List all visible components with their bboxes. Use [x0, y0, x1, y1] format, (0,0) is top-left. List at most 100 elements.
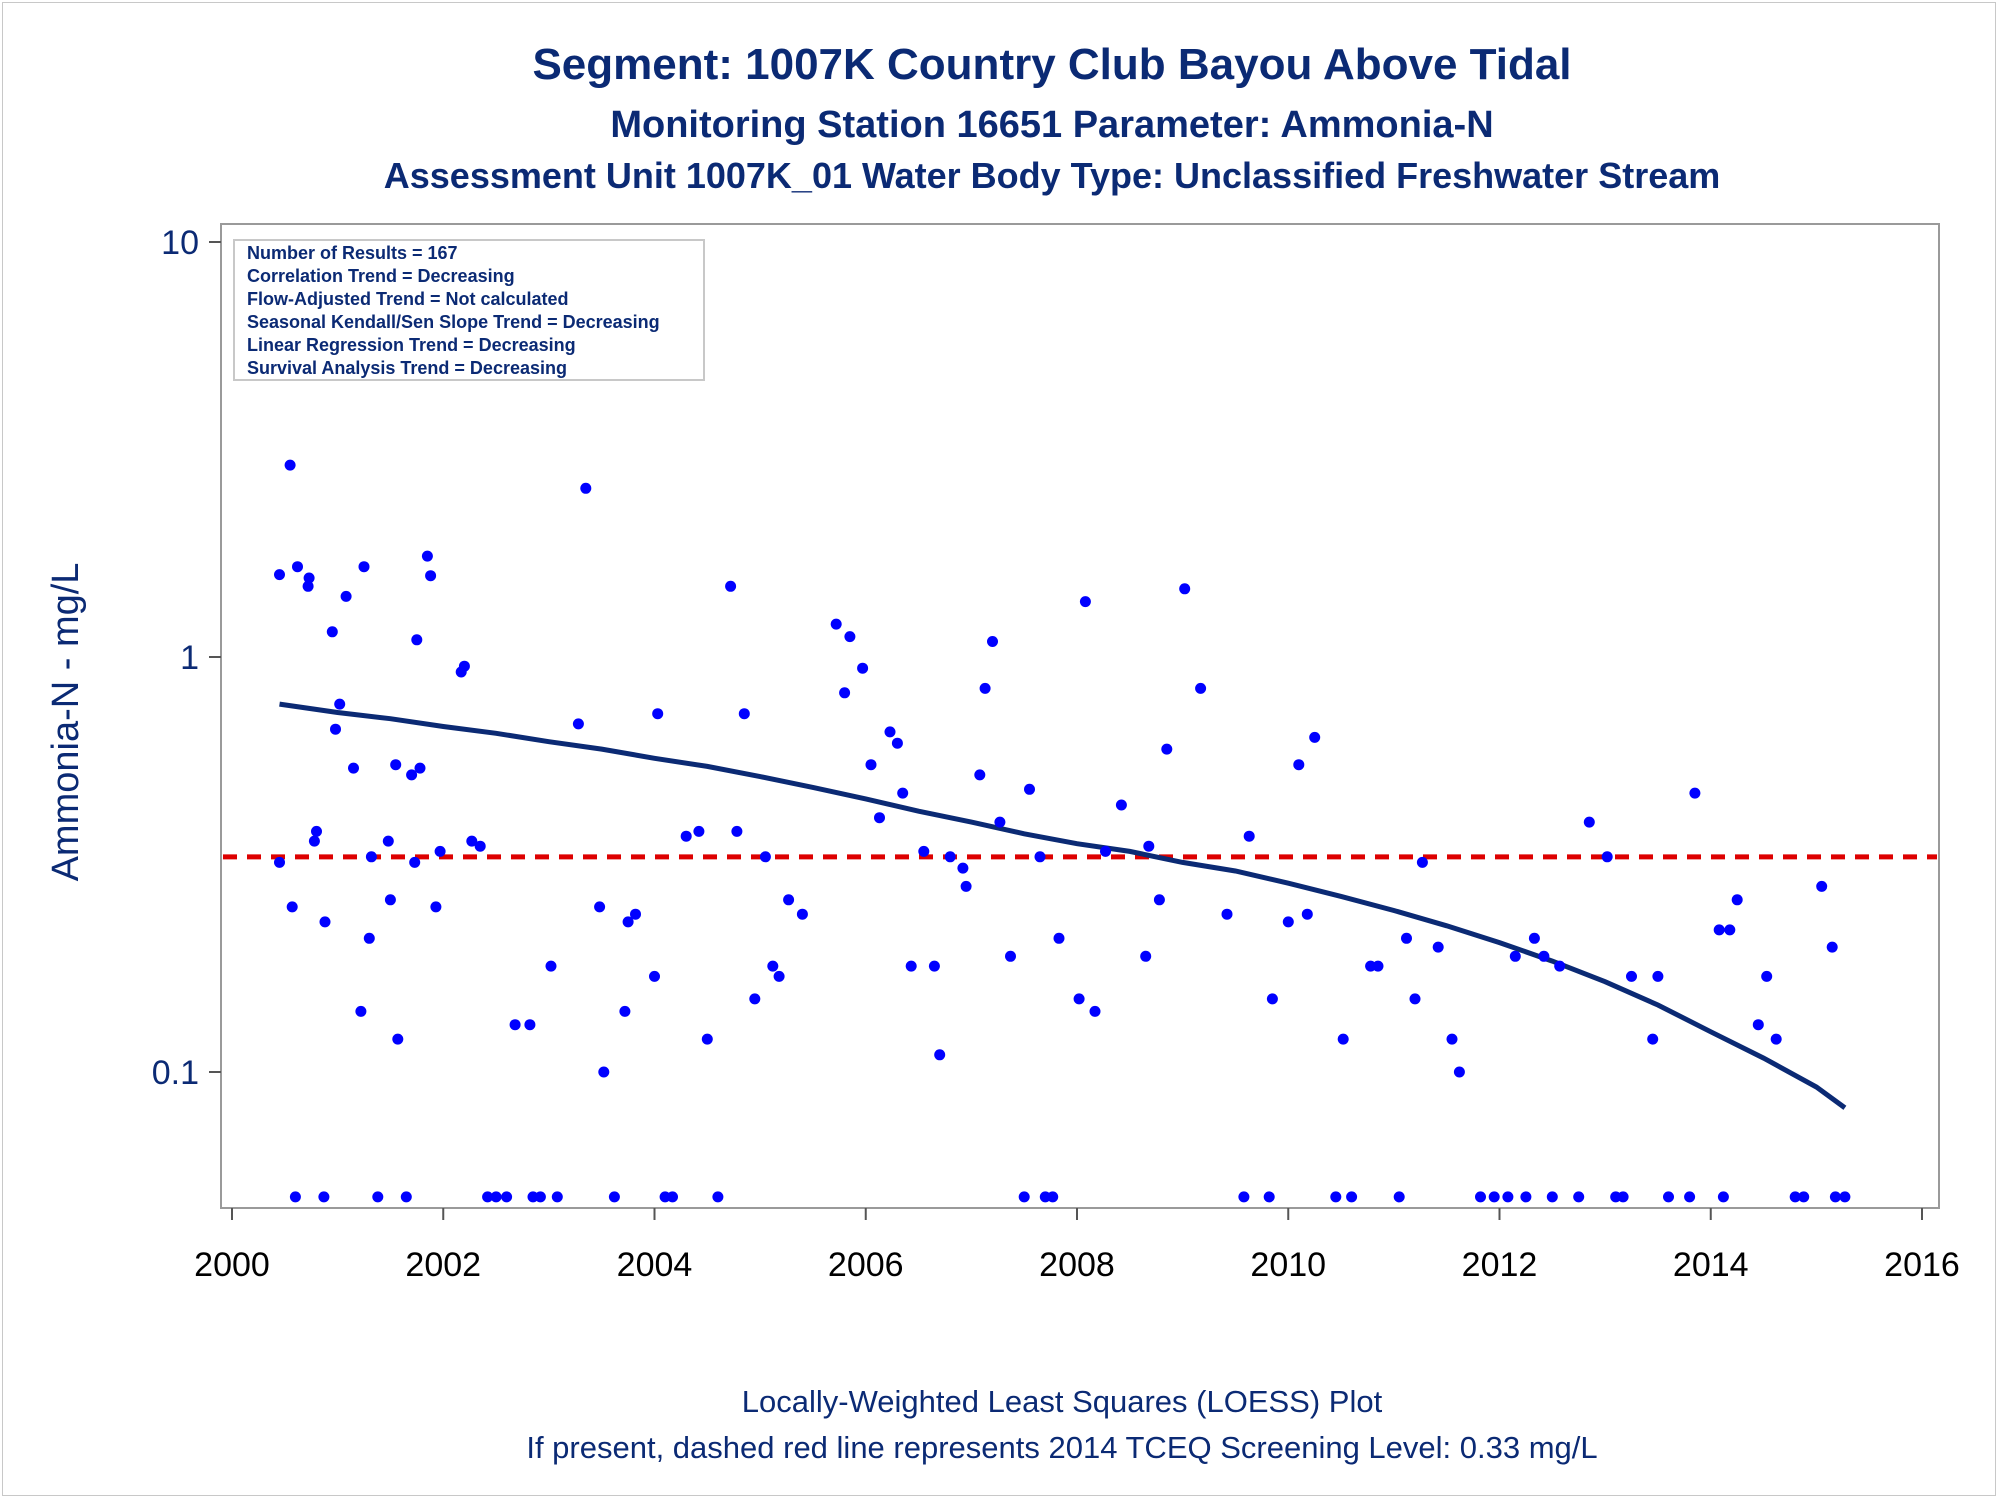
data-point	[1161, 743, 1173, 755]
data-point	[1409, 993, 1421, 1005]
data-point	[1839, 1191, 1851, 1203]
x-tick-label: 2004	[617, 1246, 693, 1284]
data-point	[680, 830, 692, 842]
data-point	[667, 1191, 678, 1203]
data-point	[1073, 993, 1085, 1005]
data-point	[1770, 1033, 1782, 1045]
data-point	[1453, 1066, 1465, 1078]
data-point	[1798, 1191, 1810, 1203]
data-point	[274, 569, 285, 581]
data-point	[738, 708, 750, 720]
data-point	[960, 880, 972, 892]
data-point	[1301, 908, 1313, 920]
data-point	[649, 970, 660, 982]
data-point	[1752, 1019, 1764, 1031]
data-point	[594, 901, 606, 913]
x-tick-label: 2016	[1884, 1246, 1960, 1284]
data-point	[1509, 950, 1521, 962]
data-point	[767, 960, 779, 972]
data-point	[1731, 894, 1743, 906]
data-point	[1626, 970, 1637, 982]
data-point	[1337, 1033, 1349, 1045]
stats-line: Linear Regression Trend = Decreasing	[247, 335, 576, 355]
data-point	[1238, 1191, 1250, 1203]
chart-title: Segment: 1007K Country Club Bayou Above …	[532, 40, 1571, 89]
data-point	[1346, 1191, 1358, 1203]
data-point	[701, 1033, 713, 1045]
data-point	[1475, 1191, 1486, 1203]
y-tick-label: 1	[180, 639, 199, 677]
data-point	[1713, 924, 1725, 936]
data-point	[1689, 787, 1701, 799]
data-point	[1266, 993, 1278, 1005]
data-point	[414, 762, 426, 774]
stats-line: Seasonal Kendall/Sen Slope Trend = Decre…	[247, 312, 660, 332]
data-point	[1488, 1191, 1500, 1203]
chart-subtitle: Monitoring Station 16651 Parameter: Ammo…	[610, 104, 1493, 146]
x-tick-label: 2012	[1462, 1246, 1538, 1284]
data-point	[348, 762, 359, 774]
data-point	[759, 851, 771, 863]
data-point	[1617, 1191, 1629, 1203]
data-point	[340, 590, 352, 602]
data-point	[1053, 932, 1065, 944]
data-point	[1416, 856, 1428, 868]
data-point	[1115, 799, 1127, 811]
data-point	[1330, 1191, 1342, 1203]
data-point	[409, 856, 421, 868]
data-point	[1005, 950, 1016, 962]
data-point	[987, 636, 998, 647]
stats-line: Number of Results = 167	[247, 243, 458, 263]
data-point	[844, 631, 856, 643]
data-point	[1309, 731, 1321, 743]
data-point	[830, 618, 842, 630]
data-point	[944, 851, 956, 863]
data-point	[1816, 880, 1828, 892]
loess-curve	[279, 701, 1847, 1110]
data-point	[1100, 845, 1111, 857]
data-point	[289, 1191, 301, 1203]
data-point	[1393, 1191, 1405, 1203]
data-point	[598, 1066, 610, 1078]
data-point	[1195, 682, 1207, 694]
data-point	[580, 482, 592, 494]
data-point	[501, 1191, 513, 1203]
data-point	[400, 1191, 412, 1203]
data-point	[1829, 1191, 1841, 1203]
data-point	[406, 769, 418, 781]
data-point	[330, 723, 341, 735]
data-point	[1546, 1191, 1558, 1203]
data-point	[490, 1191, 502, 1203]
stats-line: Flow-Adjusted Trend = Not calculated	[247, 289, 569, 309]
data-point	[303, 572, 315, 584]
data-point	[466, 835, 478, 847]
data-point	[509, 1019, 521, 1031]
data-point	[905, 960, 917, 972]
data-point	[308, 835, 320, 847]
data-point	[474, 840, 486, 852]
data-point	[1663, 1191, 1674, 1203]
data-point	[974, 769, 986, 781]
data-point	[1724, 924, 1736, 936]
data-point	[874, 812, 885, 824]
data-point	[1153, 894, 1165, 906]
data-point	[1601, 851, 1613, 863]
data-point	[1079, 596, 1091, 608]
footnote-loess: Locally-Weighted Least Squares (LOESS) P…	[742, 1384, 1383, 1419]
data-point	[1047, 1191, 1059, 1203]
data-point	[534, 1191, 546, 1203]
data-point	[897, 787, 909, 799]
data-point	[1089, 1005, 1101, 1017]
stats-line: Survival Analysis Trend = Decreasing	[247, 358, 567, 378]
data-point	[1538, 950, 1550, 962]
data-point	[384, 894, 396, 906]
data-point	[1024, 783, 1035, 795]
data-point	[693, 825, 705, 837]
data-point	[1520, 1191, 1532, 1203]
data-point	[1583, 816, 1595, 828]
data-point	[725, 580, 737, 592]
data-point	[430, 901, 442, 913]
data-point	[1143, 840, 1155, 852]
